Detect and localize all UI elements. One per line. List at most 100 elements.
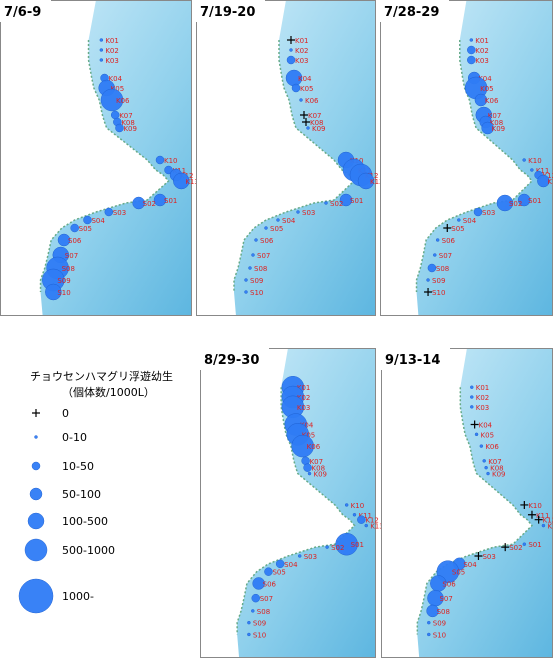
station-label: K03	[476, 404, 490, 412]
station-label: S01	[528, 541, 541, 549]
station-label: S07	[65, 252, 78, 260]
station-label: S09	[433, 620, 446, 628]
station-label: K01	[295, 37, 309, 45]
figure: チョウセンハマグリ浮遊幼生 （個体数/1000L） 7/6-9K01K02K03…	[0, 0, 553, 658]
station-label: S01	[350, 197, 363, 205]
station-label: K01	[475, 37, 489, 45]
station-label: K10	[528, 502, 542, 510]
station-label: S03	[302, 209, 315, 217]
bubble	[427, 633, 430, 636]
station-label: K13	[547, 178, 553, 186]
station-label: S10	[57, 289, 70, 297]
map-panel: 8/29-30K01K02K03K04K05K06K07K08K09K10K11…	[200, 348, 384, 658]
bubble	[470, 39, 473, 42]
station-label: S06	[263, 580, 277, 588]
bubble	[523, 543, 526, 546]
bubble	[264, 568, 272, 576]
station-label: S10	[433, 631, 446, 639]
panel-title: 8/29-30	[204, 353, 259, 368]
station-label: S09	[57, 277, 70, 285]
panel-title: 7/19-20	[200, 5, 255, 20]
station-label: K03	[105, 57, 119, 65]
station-label: S06	[260, 237, 274, 245]
station-label: K09	[492, 125, 506, 133]
station-label: S07	[260, 595, 273, 603]
legend-symbol	[32, 409, 40, 417]
station-label: S07	[439, 595, 452, 603]
station-label: S02	[509, 544, 522, 552]
bubble	[428, 264, 436, 272]
legend-symbol	[25, 539, 47, 561]
station-label: S02	[330, 200, 343, 208]
station-label: K04	[298, 75, 312, 83]
station-label: S03	[304, 553, 317, 561]
station-label: K06	[485, 97, 499, 105]
station-label: S03	[113, 209, 126, 217]
panel-title: 7/6-9	[4, 5, 41, 20]
panel-title: 7/28-29	[384, 5, 439, 20]
bubble	[156, 156, 164, 164]
bubble	[325, 202, 328, 205]
bubble	[111, 111, 119, 119]
bubble	[470, 396, 473, 399]
station-label: S06	[68, 237, 82, 245]
bubble	[308, 472, 311, 475]
bubble	[307, 127, 310, 130]
bubble	[252, 594, 260, 602]
bubble	[470, 405, 473, 408]
bubble	[71, 224, 79, 232]
bubble	[100, 39, 103, 42]
bubble	[483, 459, 486, 462]
station-label: S06	[442, 580, 456, 588]
bubble	[467, 46, 475, 54]
bubble	[297, 211, 300, 214]
station-label: S05	[451, 225, 464, 233]
legend-title: チョウセンハマグリ浮遊幼生	[30, 369, 173, 383]
bubble	[105, 208, 113, 216]
station-label: S06	[442, 237, 456, 245]
legend-symbol	[19, 579, 53, 613]
bubble	[542, 524, 545, 527]
bubble	[345, 503, 348, 506]
bubble	[252, 254, 255, 257]
station-label: S05	[270, 225, 283, 233]
legend-label: 10-50	[62, 460, 94, 473]
bubble	[523, 159, 526, 162]
legend-symbol	[32, 462, 40, 470]
station-label: S01	[528, 197, 541, 205]
bubble	[365, 524, 368, 527]
station-label: K06	[116, 97, 130, 105]
legend-label: 1000-	[62, 590, 94, 603]
bubble	[300, 99, 303, 102]
station-label: K05	[481, 431, 495, 439]
station-label: K06	[485, 443, 499, 451]
station-label: S10	[250, 289, 263, 297]
station-label: S03	[482, 553, 495, 561]
station-label: S09	[253, 620, 266, 628]
station-label: K09	[492, 471, 506, 479]
bubble	[292, 84, 300, 92]
bubble	[100, 49, 103, 52]
bubble	[480, 445, 483, 448]
station-label: S08	[62, 265, 75, 273]
station-label: K10	[351, 502, 365, 510]
bubble	[475, 433, 478, 436]
legend-symbol	[28, 513, 44, 529]
bubble	[474, 208, 482, 216]
station-label: S07	[439, 252, 452, 260]
bubble	[427, 279, 430, 282]
station-label: S09	[432, 277, 445, 285]
station-label: S10	[253, 631, 266, 639]
station-label: K03	[297, 404, 311, 412]
station-label: K01	[105, 37, 119, 45]
station-label: S10	[432, 289, 445, 297]
legend: 00-1010-5050-100100-500500-10001000-	[19, 407, 115, 613]
station-label: S04	[282, 217, 296, 225]
station-label: K10	[528, 157, 542, 165]
bubble	[467, 56, 475, 64]
station-label: S01	[351, 541, 364, 549]
bubble	[287, 56, 295, 64]
station-label: S08	[254, 265, 267, 273]
bubble	[530, 169, 533, 172]
bubble	[485, 466, 488, 469]
